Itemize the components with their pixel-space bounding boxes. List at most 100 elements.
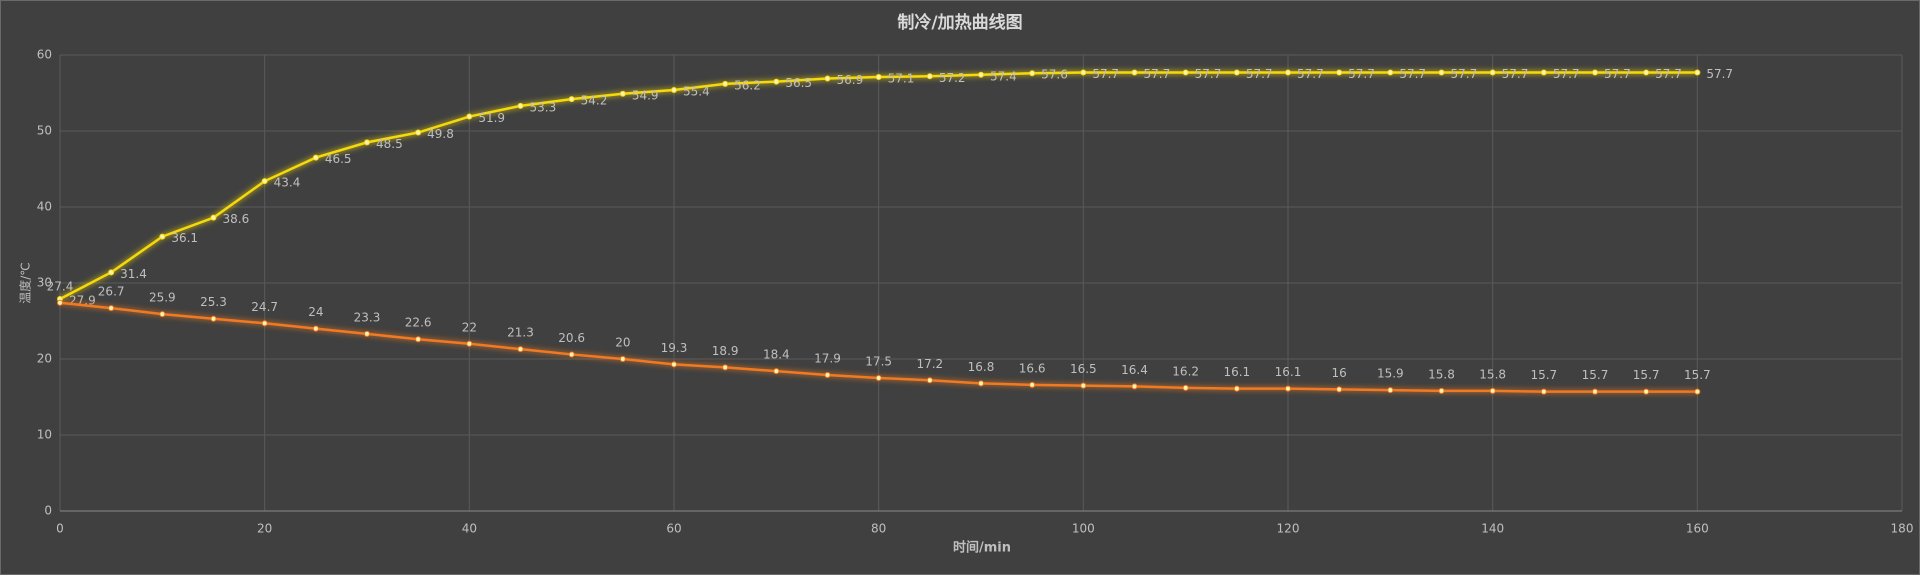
data-point [619,356,626,362]
data-point [1489,387,1496,394]
data-label: 57.7 [1399,67,1426,81]
data-point [1233,385,1240,392]
data-point [671,361,677,368]
data-point [415,336,422,343]
data-point [824,75,831,82]
y-tick-label: 40 [37,200,52,214]
data-point [1540,388,1547,395]
data-point [159,311,166,318]
data-point [824,371,831,378]
data-point [1387,387,1394,394]
data-label: 17.5 [865,355,892,369]
data-label: 56.5 [785,76,812,90]
x-tick-label: 20 [257,522,272,536]
data-label: 23.3 [354,310,381,324]
data-point [364,330,370,337]
data-label: 36.1 [171,231,198,245]
data-label: 57.7 [1604,67,1631,81]
data-point [978,71,984,78]
data-point [926,377,933,384]
data-label: 24 [308,305,323,319]
data-label: 22.6 [405,316,432,330]
data-point [261,178,268,185]
data-label: 46.5 [325,152,352,166]
data-label: 18.9 [712,344,739,358]
data-point [1438,387,1445,394]
data-label: 25.9 [149,291,176,305]
y-tick-label: 0 [44,504,52,518]
data-point [1387,69,1394,76]
data-label: 17.2 [916,357,943,371]
data-point [671,86,677,93]
data-label: 20.6 [558,331,585,345]
x-tick-label: 40 [462,522,477,536]
data-point [1285,385,1291,392]
data-point [517,346,524,353]
data-label: 55.4 [683,84,710,98]
y-tick-label: 30 [37,276,52,290]
data-label: 22 [462,320,477,334]
data-label: 38.6 [223,212,250,226]
data-label: 15.8 [1428,367,1455,381]
data-label: 15.7 [1530,368,1557,382]
y-tick-label: 10 [37,428,52,442]
x-tick-label: 80 [871,522,886,536]
data-label: 57.6 [1041,68,1068,82]
data-point [1643,388,1650,395]
data-point [568,96,575,103]
data-point [364,139,370,146]
data-point [1131,69,1138,76]
y-tick-label: 20 [37,352,52,366]
data-point [1080,69,1087,76]
y-tick-label: 60 [37,48,52,62]
data-point [978,380,984,387]
data-point [773,78,780,85]
data-label: 27.4 [47,279,74,293]
data-label: 54.2 [581,94,608,108]
data-label: 19.3 [661,341,688,355]
data-label: 15.7 [1633,368,1660,382]
data-point [57,299,63,306]
data-point [773,368,780,375]
data-point [108,305,115,312]
x-tick-label: 140 [1481,522,1504,536]
data-label: 57.7 [1502,67,1529,81]
data-point [517,102,524,109]
data-label: 16.5 [1070,362,1097,376]
data-label: 15.7 [1684,368,1711,382]
data-label: 31.4 [120,267,147,281]
data-point [1182,384,1189,391]
data-point [159,233,166,240]
data-point [108,269,115,276]
data-label: 49.8 [427,127,454,141]
x-tick-label: 0 [56,522,64,536]
data-label: 56.9 [837,73,864,87]
data-point [1694,69,1701,76]
data-label: 15.8 [1479,367,1506,381]
data-label: 57.7 [1348,67,1375,81]
data-point [1285,69,1291,76]
data-point [1694,388,1701,395]
data-point [1643,69,1650,76]
data-point [875,375,882,381]
data-point [210,315,217,322]
data-point [312,325,319,332]
data-label: 16.1 [1275,365,1302,379]
data-label: 16.8 [968,360,995,374]
data-label: 57.7 [1655,67,1682,81]
data-label: 57.1 [888,72,915,86]
data-label: 57.7 [1144,67,1171,81]
data-point [926,73,933,80]
data-label: 16.1 [1223,365,1250,379]
data-label: 20 [615,336,630,350]
data-point [1592,388,1598,395]
chart-title: 制冷/加热曲线图 [897,12,1022,33]
data-point [1336,69,1343,76]
x-axis-label: 时间/min [953,540,1011,556]
data-label: 18.4 [763,348,790,362]
data-point [261,320,268,327]
data-point [1182,69,1189,76]
data-label: 17.9 [814,351,841,365]
